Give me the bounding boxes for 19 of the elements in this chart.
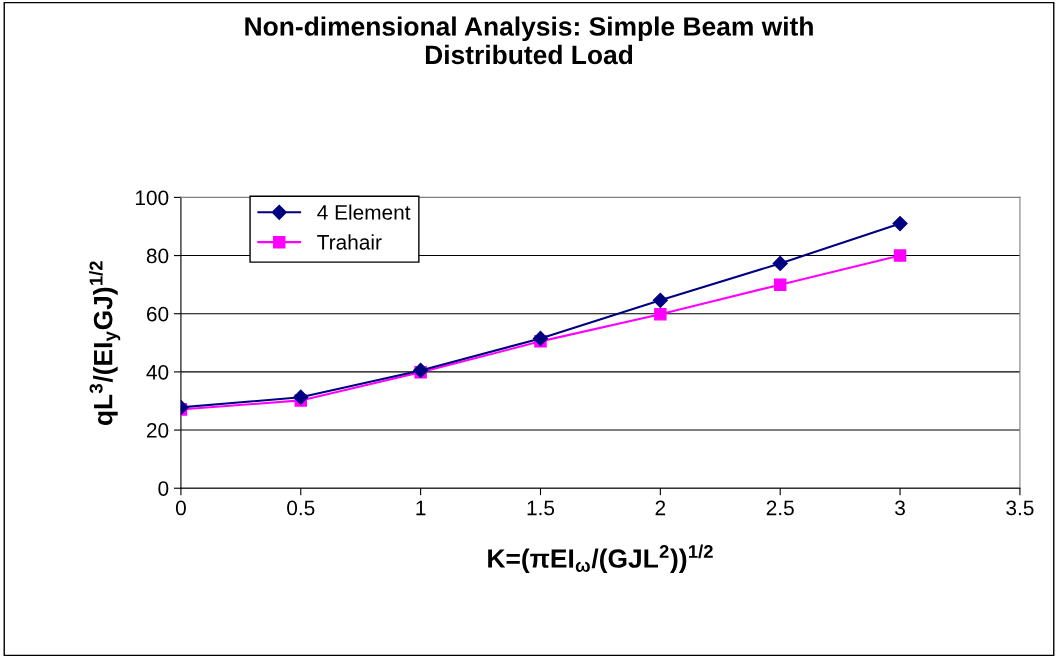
x-tick-label: 0.5 — [287, 500, 315, 516]
x-tick-label: 1.5 — [527, 500, 555, 516]
x-tick-label: 2.5 — [766, 500, 794, 516]
y-tick-label: 60 — [147, 306, 169, 322]
legend-label: Trahair — [317, 234, 382, 250]
y-tick-label: 20 — [146, 423, 169, 438]
x-tick-label: 2 — [655, 500, 666, 516]
y-tick-label: 80 — [146, 248, 169, 264]
chart-title: Non-dimensional Analysis: Simple Beam with Distributed Load — [245, 16, 813, 65]
y-tick-label: 100 — [135, 190, 169, 206]
legend-label: 4 Element — [317, 204, 411, 220]
y-tick-label: 0 — [158, 481, 169, 496]
x-tick-label: 0 — [175, 500, 186, 516]
x-tick-label: 3 — [895, 500, 905, 516]
x-tick-label: 1 — [416, 500, 426, 516]
y-tick-label: 40 — [146, 364, 169, 380]
x-axis-title: K=(πEI$_{ω}$/(GJL$^{2}$))$^{1/2}$ — [488, 544, 713, 574]
x-tick-label: 3.5 — [1006, 500, 1034, 516]
y-axis-title: qL$^{3}$/(EI$_{y}$GJ)$^{1/2}$ — [89, 261, 121, 425]
